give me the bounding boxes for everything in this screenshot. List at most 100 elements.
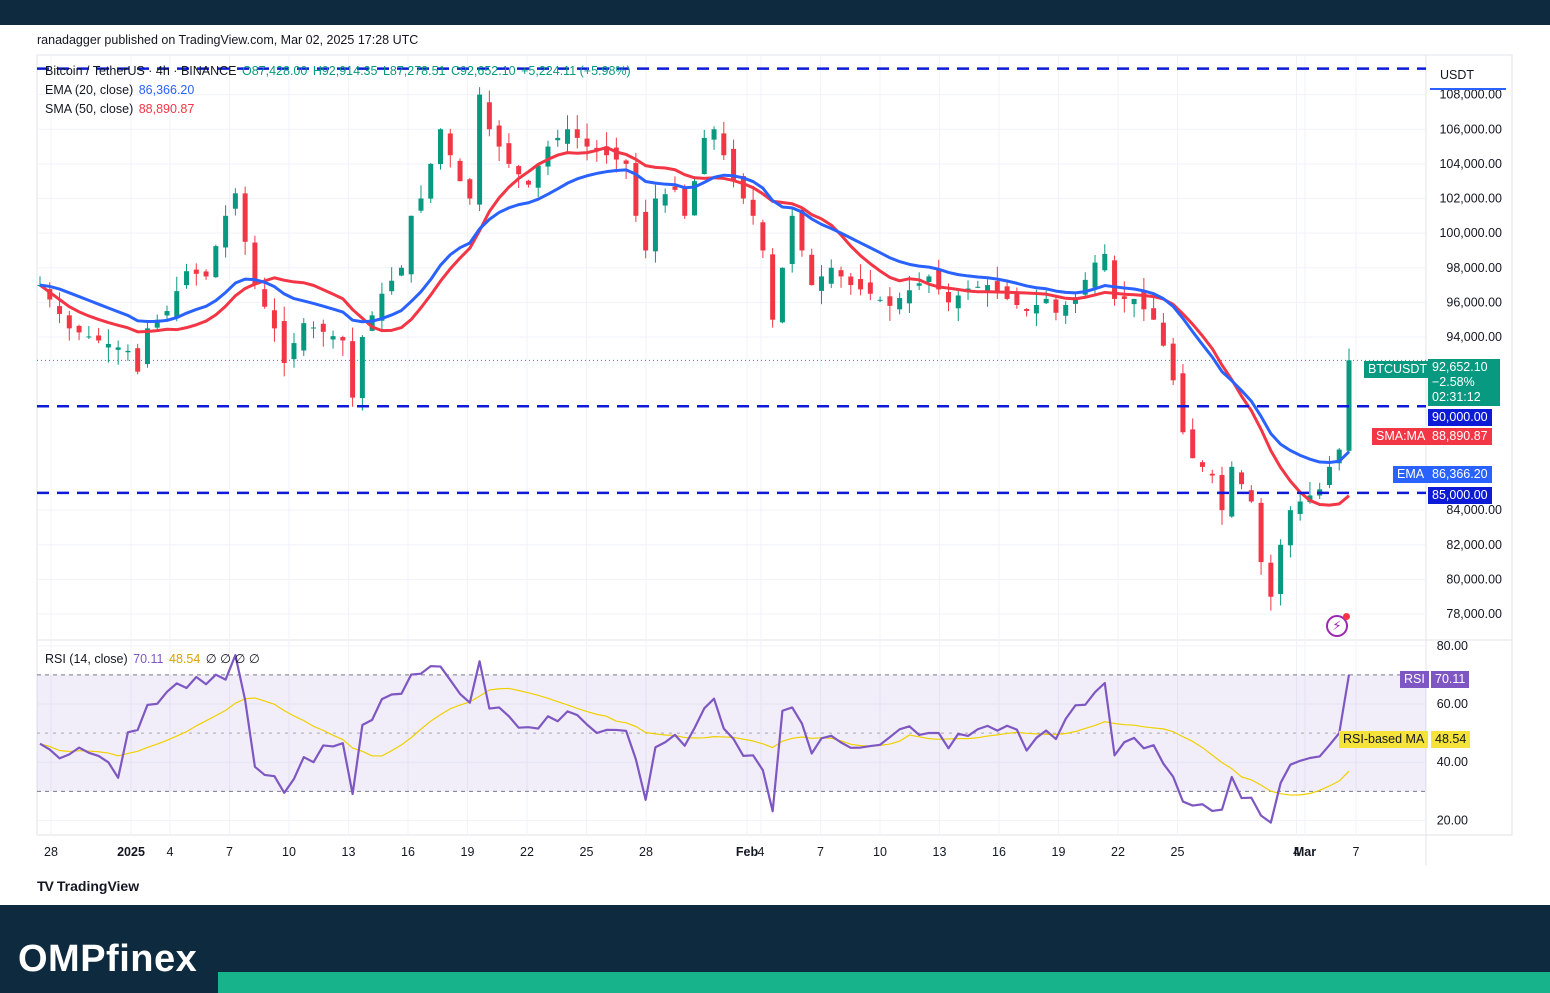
rsi-legend-value: 70.11 xyxy=(133,652,164,666)
candle-body xyxy=(96,335,102,341)
candle-body xyxy=(1278,544,1284,595)
candle-body xyxy=(975,286,981,288)
candle-body xyxy=(584,138,590,147)
candle-body xyxy=(467,179,473,199)
candle-body xyxy=(633,163,639,216)
candle-body xyxy=(1014,292,1020,305)
candle-body xyxy=(301,323,307,351)
top-bar xyxy=(0,0,1550,25)
ohlc-open: O87,428.00 xyxy=(242,64,308,78)
x-tick-label: 4 xyxy=(1293,845,1300,859)
candle-body xyxy=(1190,429,1196,459)
y-tick-label: 106,000.00 xyxy=(1439,122,1502,136)
candle-body xyxy=(516,166,522,175)
candle-body xyxy=(154,319,160,328)
candle-body xyxy=(203,271,209,277)
candle-body xyxy=(760,222,766,251)
candle-body xyxy=(750,199,756,216)
rsi-tick-label: 20.00 xyxy=(1437,813,1468,827)
candle-body xyxy=(115,347,121,350)
candle-body xyxy=(1092,262,1098,288)
x-tick-label: 16 xyxy=(992,845,1006,859)
candle-body xyxy=(867,282,873,294)
candle-body xyxy=(1102,253,1108,271)
rsi-ma-tag-label: RSI-based MA xyxy=(1339,731,1429,748)
candle-body xyxy=(408,215,414,275)
x-tick-label: 4 xyxy=(167,845,174,859)
candle-body xyxy=(262,289,268,307)
ohlc-change: +5,224.11 (+5.98%) xyxy=(521,64,631,78)
candle-body xyxy=(525,180,531,185)
candle-body xyxy=(848,276,854,286)
candle-body xyxy=(643,211,649,251)
candle-body xyxy=(418,198,424,211)
candle-body xyxy=(57,306,63,314)
rsi-value-tag: 70.11 xyxy=(1431,671,1470,688)
candle-body xyxy=(428,163,434,199)
candle-body xyxy=(828,267,834,284)
candle-body xyxy=(858,279,864,290)
publish-info: ranadagger published on TradingView.com,… xyxy=(37,33,419,47)
candle-body xyxy=(1229,466,1235,517)
candle-body xyxy=(799,209,805,251)
rsi-ma-value-tag: 48.54 xyxy=(1431,731,1471,748)
rsi-ma-legend-value: 48.54 xyxy=(169,652,201,666)
candle-body xyxy=(1180,373,1186,433)
y-tick-label: 94,000.00 xyxy=(1446,330,1502,344)
y-tick-label: 102,000.00 xyxy=(1439,192,1502,206)
x-tick-label: 16 xyxy=(401,845,415,859)
btc-symbol-tag: BTCUSDT xyxy=(1364,361,1432,378)
candle-body xyxy=(447,133,453,156)
rsi-tick-label: 40.00 xyxy=(1437,755,1468,769)
candle-body xyxy=(1239,472,1245,485)
candle-body xyxy=(1082,279,1088,295)
alert-bolt-icon[interactable]: ⚡ xyxy=(1326,613,1350,637)
candle-body xyxy=(1268,562,1274,597)
candle-body xyxy=(672,186,678,190)
y-tick-label: 98,000.00 xyxy=(1446,261,1502,275)
candle-body xyxy=(174,291,180,318)
rsi-tag-label: RSI xyxy=(1400,671,1429,688)
price-chart[interactable]: 28 2025 4 7 10 13 16 19 22 25 28 Feb 4 7 10 13 16 19 22 25 M… xyxy=(0,50,1550,880)
rsi-band xyxy=(37,674,1426,792)
level-85k-tag: 85,000.00 xyxy=(1428,487,1492,504)
candle-body xyxy=(477,94,483,205)
candle-body xyxy=(545,146,551,167)
candle-body xyxy=(565,129,571,144)
chart-area[interactable]: 28 2025 4 7 10 13 16 19 22 25 28 Feb 4 7 10 13 16 19 22 25 M… xyxy=(0,50,1550,880)
x-tick-label: 10 xyxy=(282,845,296,859)
currency-selector[interactable]: USDT xyxy=(1430,62,1506,90)
candle-body xyxy=(779,267,785,323)
candle-body xyxy=(76,325,82,333)
candle-body xyxy=(1209,473,1215,476)
y-tick-label: 100,000.00 xyxy=(1439,226,1502,240)
candle-body xyxy=(1024,308,1030,312)
x-tick-label: Mar xyxy=(1294,845,1316,859)
candle-body xyxy=(105,343,111,348)
sma-legend-label: SMA (50, close) xyxy=(45,102,134,116)
candle-body xyxy=(604,146,610,156)
symbol-legend: Bitcoin / TetherUS · 4h · BINANCE O87,42… xyxy=(45,64,633,78)
ohlc-high: H92,914.35 xyxy=(312,64,378,78)
x-tick-label: 2025 xyxy=(117,845,145,859)
candle-body xyxy=(232,193,238,209)
y-tick-label: 84,000.00 xyxy=(1446,503,1502,517)
candle-body xyxy=(271,310,277,329)
candle-body xyxy=(877,299,883,301)
candle-body xyxy=(1160,322,1166,346)
candle-body xyxy=(701,137,707,175)
ema-legend-label: EMA (20, close) xyxy=(45,83,134,97)
x-tick-label: 13 xyxy=(342,845,356,859)
x-tick-label: 7 xyxy=(1353,845,1360,859)
candle-body xyxy=(1141,291,1147,310)
ema-price-tag: 86,366.20 xyxy=(1428,466,1492,483)
candle-body xyxy=(496,125,502,147)
ohlc-close: C92,652.10 xyxy=(451,64,516,78)
candle-body xyxy=(613,147,619,160)
level-90k-tag: 90,000.00 xyxy=(1428,409,1492,426)
candle-body xyxy=(1053,299,1059,313)
candle-body xyxy=(193,269,199,274)
candle-body xyxy=(623,160,629,164)
candle-body xyxy=(506,143,512,164)
candle-body xyxy=(535,165,541,188)
